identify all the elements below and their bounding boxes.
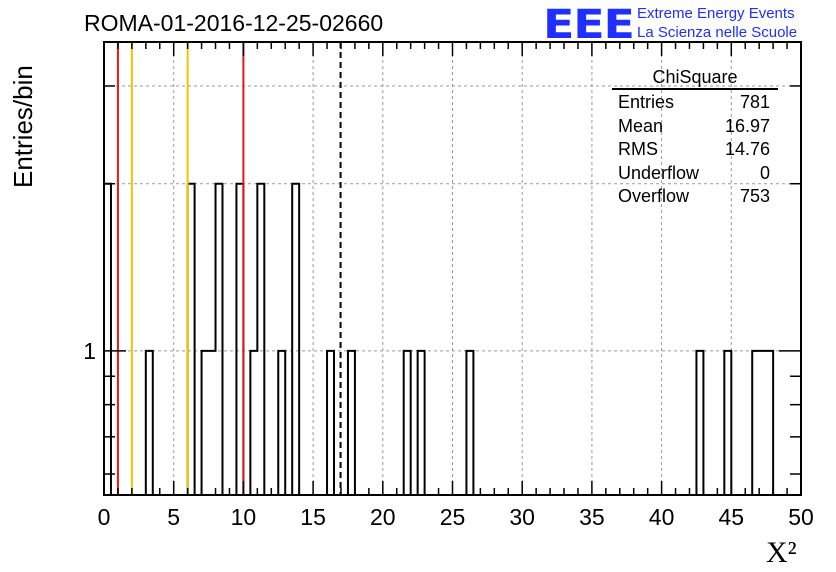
logo-caption: Extreme Energy Events La Scienza nelle S…	[637, 4, 797, 42]
x-tick-label: 25	[440, 504, 466, 530]
stats-title: ChiSquare	[612, 66, 778, 90]
histogram-bin	[292, 184, 299, 495]
histogram-bin	[257, 184, 264, 495]
stats-box: ChiSquare Entries 781 Mean 16.97 RMS 14.76 …	[612, 66, 778, 209]
histogram-bin	[696, 351, 703, 495]
stats-row-entries: Entries 781	[618, 92, 770, 112]
histogram-bin	[188, 184, 195, 495]
x-tick-label: 0	[98, 504, 111, 530]
histogram-bin	[766, 351, 773, 495]
x-tick-label: 35	[579, 504, 605, 530]
stats-row-mean: Mean 16.97	[618, 115, 770, 136]
logo-line-2: La Scienza nelle Scuole	[637, 24, 798, 41]
histogram-bin	[418, 351, 425, 495]
x-axis-label: X²	[766, 536, 797, 569]
histogram-bin	[759, 351, 766, 495]
histogram-bin	[466, 351, 473, 495]
x-tick-label: 5	[167, 504, 180, 530]
chart-title: ROMA-01-2016-12-25-02660	[84, 10, 384, 36]
y-tick-label: 1	[83, 338, 96, 364]
histogram-bin	[209, 351, 216, 495]
stats-row-underflow: Underflow 0	[618, 162, 770, 183]
histogram-bin	[104, 184, 111, 495]
histogram-bin	[236, 184, 243, 495]
stats-row-overflow: Overflow 753	[618, 186, 770, 206]
histogram-bin	[146, 351, 153, 495]
histogram-bin	[327, 351, 334, 495]
histogram-bin	[202, 351, 209, 495]
histogram-bin	[348, 351, 355, 495]
x-tick-label: 10	[231, 504, 257, 530]
x-tick-label: 30	[509, 504, 535, 530]
histogram-bin	[216, 184, 223, 495]
histogram-bin	[404, 351, 411, 495]
x-tick-label: 20	[370, 504, 396, 530]
histogram-bin	[278, 351, 285, 495]
x-tick-label: 50	[788, 504, 814, 530]
x-tick-label: 15	[300, 504, 326, 530]
stats-row-rms: RMS 14.76	[618, 139, 770, 159]
x-tick-label: 45	[719, 504, 745, 530]
logo-line-1: Extreme Energy Events	[637, 5, 795, 22]
eee-logo: EEE	[543, 2, 635, 48]
histogram-bin	[752, 351, 759, 495]
histogram-bin	[724, 351, 731, 495]
histogram-bin	[250, 351, 257, 495]
x-tick-label: 40	[649, 504, 675, 530]
